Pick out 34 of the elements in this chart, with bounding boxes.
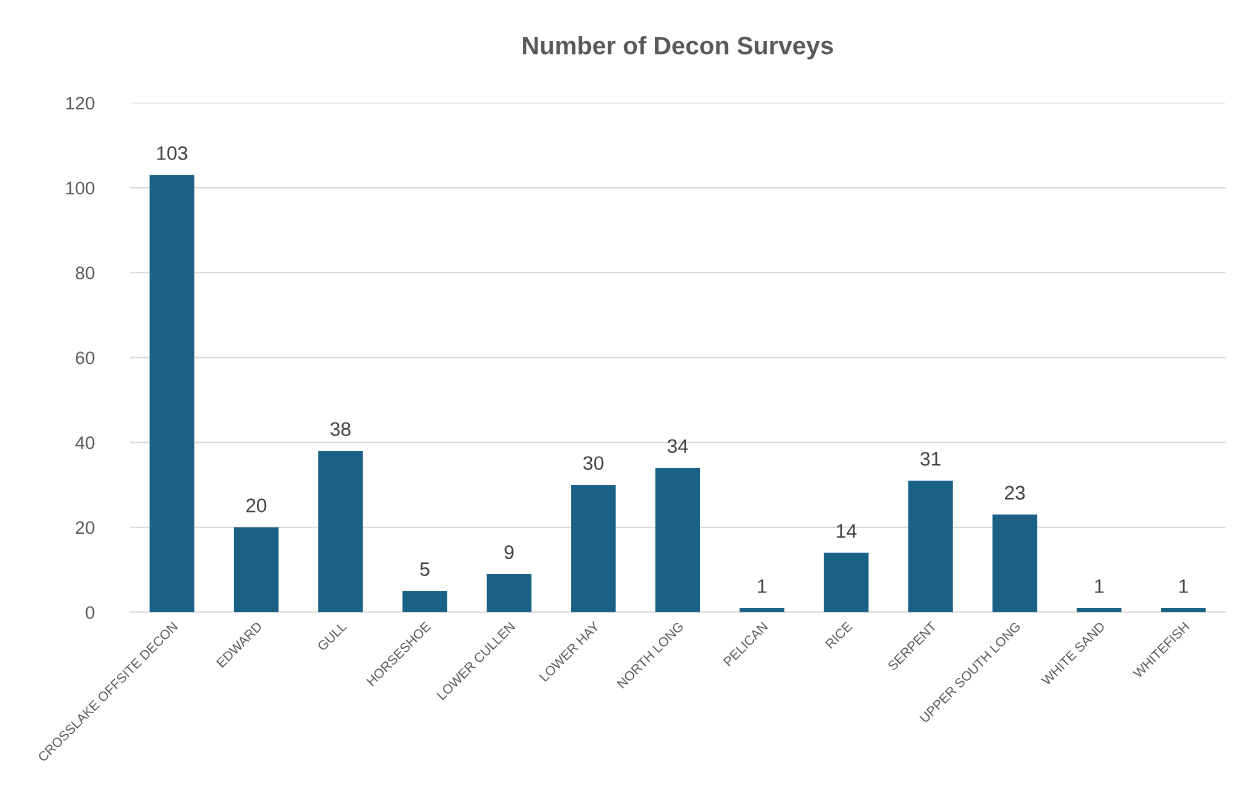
bar [739, 607, 785, 613]
chart-title: Number of Decon Surveys [523, 36, 833, 60]
bar [823, 552, 869, 613]
data-label: 103 [157, 146, 188, 161]
bar [908, 480, 953, 613]
data-label: 9 [504, 545, 514, 560]
bar [402, 591, 448, 613]
data-label: 31 [920, 451, 941, 466]
bar [1161, 607, 1206, 613]
bar [233, 527, 279, 613]
y-tick-label: 120 [66, 96, 95, 110]
y-tick-label: 100 [66, 181, 95, 195]
data-label: 34 [667, 439, 688, 453]
bar [1076, 607, 1122, 613]
data-label: 1 [1095, 579, 1104, 593]
bar [571, 484, 616, 613]
data-label: 5 [420, 562, 430, 577]
data-label: 1 [1179, 579, 1188, 593]
bar [655, 467, 700, 613]
y-tick-label: 0 [85, 606, 95, 619]
bar [149, 175, 195, 613]
data-label: 38 [330, 422, 351, 436]
bar [318, 450, 363, 613]
y-tick-label: 60 [75, 351, 95, 365]
data-label: 20 [246, 498, 267, 513]
data-label: 1 [758, 579, 767, 593]
data-label: 23 [1004, 485, 1025, 500]
bar [486, 574, 532, 613]
data-label: 14 [836, 524, 857, 538]
y-tick-label: 20 [75, 521, 95, 535]
bar [992, 514, 1038, 613]
y-tick-label: 40 [75, 436, 95, 450]
data-label: 30 [583, 456, 604, 470]
y-tick-label: 80 [75, 266, 95, 280]
